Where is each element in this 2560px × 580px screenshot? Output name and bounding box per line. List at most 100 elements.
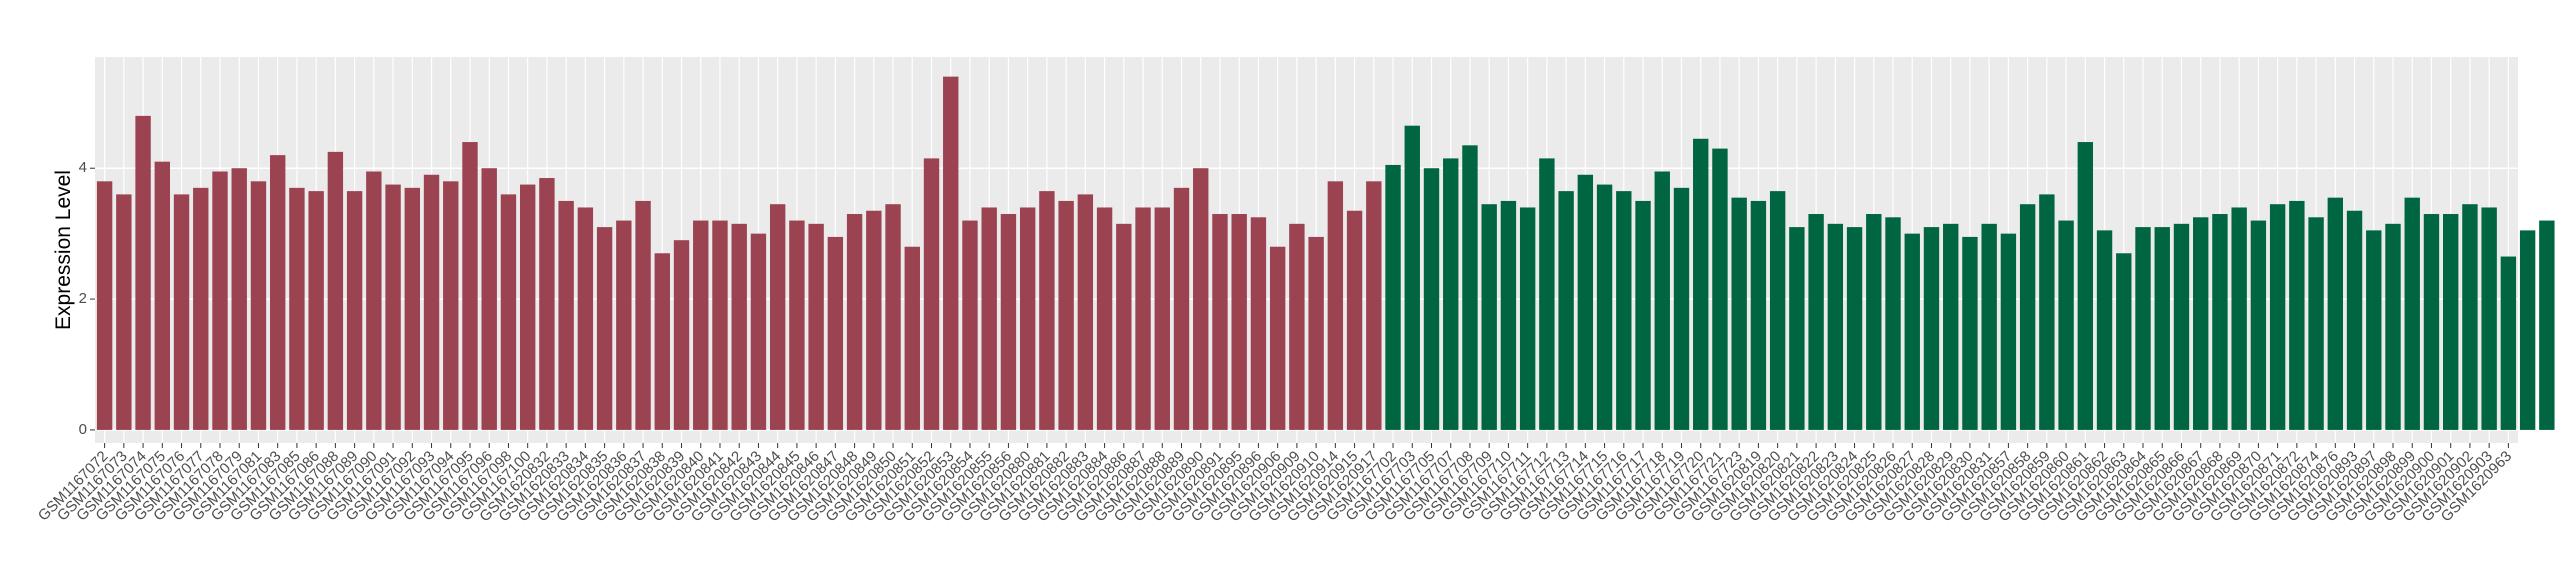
bar	[1808, 214, 1824, 430]
bar	[1346, 210, 1363, 430]
bar	[289, 187, 305, 430]
bar	[2154, 227, 2170, 430]
bar	[1654, 171, 1670, 430]
bar	[2519, 230, 2536, 430]
bar	[789, 220, 805, 430]
bar	[596, 227, 613, 430]
bar	[2481, 207, 2497, 430]
bar	[1866, 214, 1882, 430]
bar	[1443, 158, 1459, 430]
bar	[1923, 227, 1940, 430]
bar	[1500, 200, 1517, 430]
bar	[2096, 230, 2113, 430]
bar	[885, 204, 901, 430]
bar	[827, 236, 844, 430]
bar	[1058, 200, 1074, 430]
bar	[1750, 200, 1767, 430]
bar	[1039, 191, 1055, 430]
bar	[423, 174, 440, 430]
bar	[2058, 220, 2074, 430]
bar	[1827, 223, 1844, 430]
bar	[404, 187, 420, 430]
bar	[2346, 210, 2363, 430]
y-tick-label: 0	[79, 421, 87, 438]
bar	[539, 178, 555, 430]
bar	[1250, 217, 1267, 430]
bar	[1693, 138, 1709, 430]
bar	[635, 200, 651, 430]
bar	[1231, 214, 1247, 430]
bar	[96, 181, 113, 430]
bar	[1962, 236, 1978, 430]
bar	[443, 181, 459, 430]
bar	[1789, 227, 1805, 430]
bar	[2404, 197, 2420, 430]
bar	[2500, 256, 2517, 430]
bar	[1269, 246, 1286, 430]
bar	[1846, 227, 1863, 430]
bar	[135, 115, 151, 430]
bar	[616, 220, 632, 430]
bar	[866, 210, 882, 430]
bar	[1481, 204, 1497, 430]
bar	[2327, 197, 2344, 430]
bar	[500, 194, 517, 430]
bar	[212, 171, 228, 430]
bar	[981, 207, 997, 430]
bar	[577, 207, 594, 430]
bar	[1212, 214, 1228, 430]
bar	[1385, 164, 1401, 430]
bar	[693, 220, 709, 430]
bar	[1116, 223, 1132, 430]
bar	[2173, 223, 2190, 430]
bar	[231, 168, 247, 430]
bar	[750, 233, 767, 430]
bar	[2077, 142, 2094, 430]
bar	[673, 240, 690, 430]
bar	[1577, 174, 1594, 430]
bar	[904, 246, 920, 430]
bar	[2385, 223, 2401, 430]
bar	[2135, 227, 2151, 430]
bar	[1539, 158, 1555, 430]
bar	[1635, 200, 1651, 430]
bar	[308, 191, 324, 430]
bar	[462, 142, 478, 430]
bar	[2116, 253, 2132, 430]
bar	[173, 194, 190, 430]
bar	[519, 184, 536, 430]
bar	[1308, 236, 1324, 430]
bar	[193, 187, 209, 430]
bar	[1193, 168, 1209, 430]
bar	[346, 191, 363, 430]
bar	[2462, 204, 2478, 430]
bar	[1731, 197, 1747, 430]
bar	[1423, 168, 1440, 430]
bar	[769, 204, 786, 430]
bar	[1519, 207, 1536, 430]
bar	[1154, 207, 1170, 430]
bar	[2212, 214, 2228, 430]
y-tick-label: 2	[79, 290, 87, 307]
bar	[654, 253, 670, 430]
bar	[481, 168, 497, 430]
bar	[1596, 184, 1613, 430]
bar	[558, 200, 574, 430]
bar	[2308, 217, 2324, 430]
y-tick-label: 4	[79, 159, 87, 176]
bar	[2193, 217, 2209, 430]
bar	[2250, 220, 2267, 430]
bar	[116, 194, 132, 430]
bar	[1769, 191, 1786, 430]
bar	[2039, 194, 2055, 430]
bar	[2423, 214, 2440, 430]
bar	[1096, 207, 1113, 430]
bar	[712, 220, 728, 430]
bar	[1616, 191, 1632, 430]
bar	[1019, 207, 1036, 430]
bar	[1981, 223, 1997, 430]
bar	[2289, 200, 2305, 430]
bar	[2000, 233, 2017, 430]
